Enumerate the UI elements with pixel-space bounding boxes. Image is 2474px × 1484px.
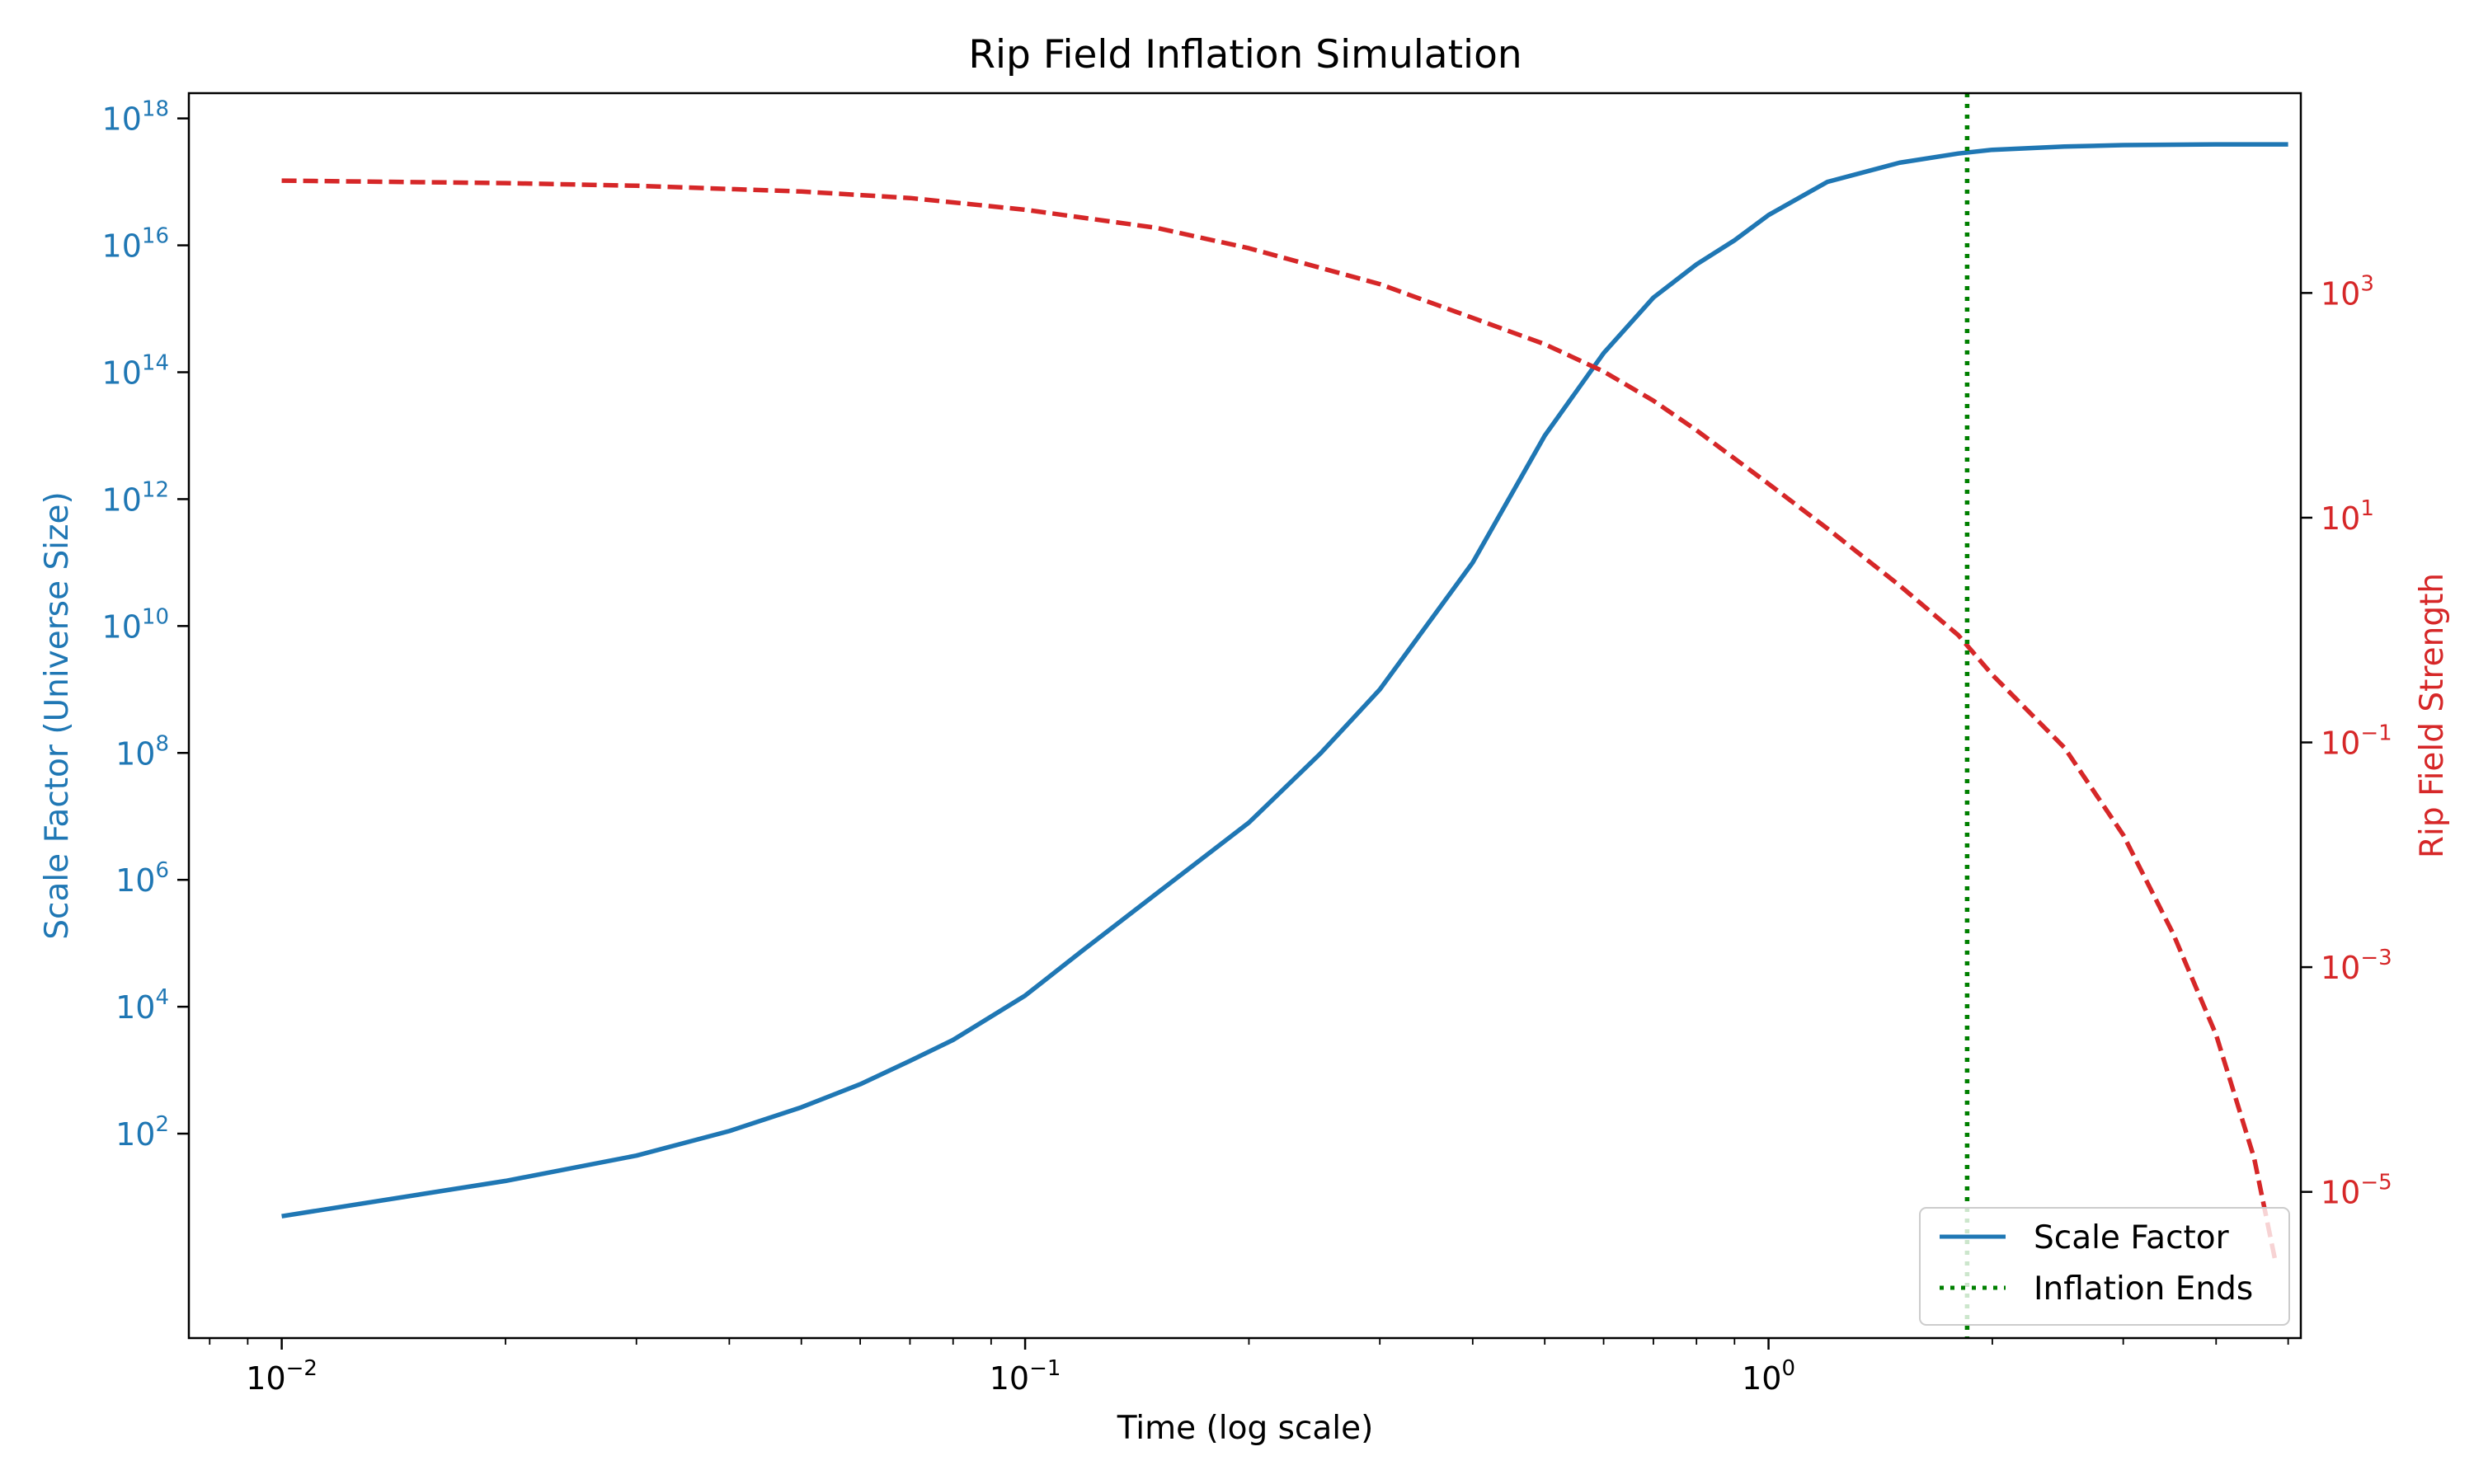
y-right-tick-label: 10−3	[2321, 946, 2392, 986]
y-left-tick-label: 1016	[102, 224, 169, 265]
legend-label-scale-factor: Scale Factor	[2034, 1219, 2230, 1256]
chart-title: Rip Field Inflation Simulation	[968, 32, 1522, 77]
x-tick-label: 100	[1742, 1356, 1795, 1397]
y-right-tick-label: 10−5	[2321, 1171, 2392, 1211]
y-left-tick-label: 1014	[102, 350, 169, 391]
series-line-scale-factor	[281, 142, 2288, 1219]
plot-area	[281, 93, 2288, 1338]
legend: Scale Factor Inflation Ends	[1919, 1207, 2290, 1326]
y-left-tick-label: 1018	[102, 97, 169, 138]
y-axis-right-label: Rip Field Strength	[2414, 573, 2451, 858]
x-axis: 10−2 10−1 100	[209, 1338, 2289, 1397]
legend-label-inflation-ends: Inflation Ends	[2034, 1270, 2253, 1308]
x-tick-label: 10−1	[990, 1356, 1061, 1397]
y-left-tick-label: 102	[115, 1112, 169, 1153]
plot-series-group	[281, 93, 2288, 1338]
plot-frame	[187, 92, 2302, 1340]
y-right-tick-label: 10−1	[2321, 721, 2392, 762]
y-left-tick-label: 108	[115, 731, 169, 772]
y-left-tick-label: 106	[115, 858, 169, 899]
x-axis-label: Time (log scale)	[1117, 1410, 1374, 1447]
y-left-tick-label: 1010	[102, 604, 169, 645]
y-left-tick-label: 1012	[102, 477, 169, 518]
x-tick-label: 10−2	[246, 1356, 317, 1397]
legend-box	[1919, 1207, 2290, 1326]
y-left-tick-label: 104	[115, 985, 169, 1026]
y-axis-left: 102 104 106 108 1010 1012 1014 1016 1018	[102, 97, 189, 1153]
y-axis-right: 10−5 10−3 10−1 101 103	[2301, 271, 2392, 1211]
y-right-tick-label: 103	[2321, 271, 2374, 312]
y-axis-left-label: Scale Factor (Universe Size)	[39, 491, 76, 940]
series-line-rip-field	[281, 178, 2278, 1261]
y-right-tick-label: 101	[2321, 496, 2374, 537]
